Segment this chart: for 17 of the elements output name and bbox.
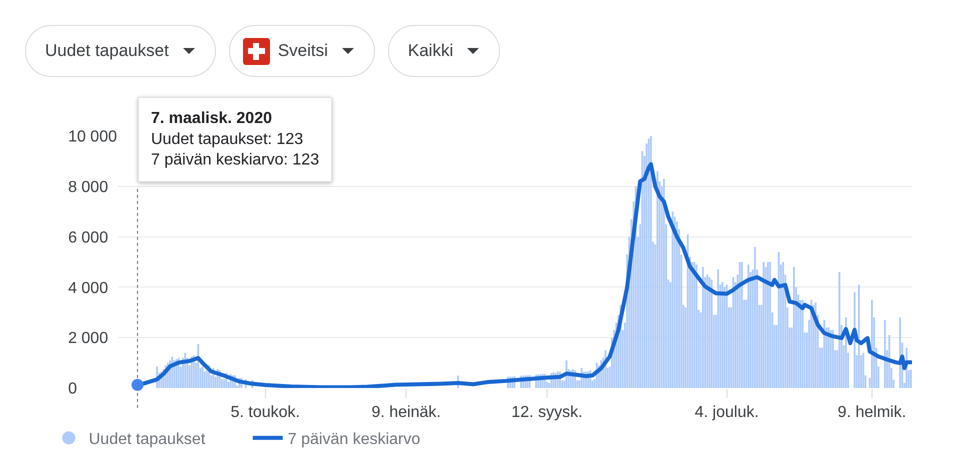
legend-label: Uudet tapaukset — [88, 431, 206, 448]
dropdown: Uudet tapaukset — [25, 25, 216, 77]
legend-label: 7 päivän keskiarvo — [288, 431, 420, 448]
y-tick-label: 4 000 — [68, 280, 108, 297]
dropdown: Sveitsi — [228, 25, 375, 77]
annotation: 7. maalisk. 2020 Uudet tapaukset: 123 7 päivän keskiarvo: 123 — [151, 110, 320, 169]
x-tick-label: 12. syysk. — [511, 404, 583, 422]
y-tick-label: 2 000 — [68, 330, 108, 348]
y-tick-label: 10 000 — [68, 128, 118, 146]
y-tick-label: 0 — [68, 380, 78, 398]
x-tick-label: 9. helmik. — [838, 404, 906, 422]
dropdown: Kaikki — [388, 25, 500, 77]
x-tick-label: 9. heinäk. — [371, 404, 441, 422]
y-tick-label: 8 000 — [68, 179, 108, 196]
y-tick-label: 6 000 — [68, 229, 108, 246]
x-tick-label: 5. toukok. — [230, 404, 300, 422]
x-tick-label: 4. jouluk. — [694, 404, 759, 422]
